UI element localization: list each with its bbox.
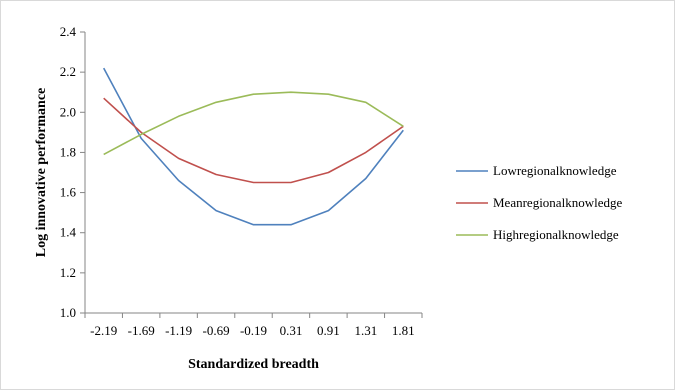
legend-label-meanregionalknowledge: Meanregionalknowledge [493, 195, 622, 210]
y-tick-label: 1.2 [60, 265, 76, 280]
x-axis-title: Standardized breadth [188, 357, 319, 372]
series-line-meanregionalknowledge [103, 97, 404, 184]
y-tick-label: 1.0 [60, 305, 76, 320]
axes [80, 31, 423, 318]
x-tick-label: 1.81 [392, 323, 415, 338]
series-lines [102, 67, 404, 226]
x-tick-label: 0.91 [317, 323, 340, 338]
x-tick-labels: -2.19 -1.69 -1.19 -0.69 -0.19 0.31 0.91 1.31 1.8… [90, 323, 414, 338]
x-tick-label: -1.19 [165, 323, 192, 338]
series-line-highregionalknowledge [103, 91, 404, 156]
y-tick-label: 1.8 [60, 144, 76, 159]
legend-label-highregionalknowledge: Highregionalknowledge [493, 227, 619, 242]
legend: Lowregionalknowledge Meanregionalknowledg… [456, 163, 622, 242]
y-tick-label: 1.6 [60, 185, 77, 200]
x-tick-label: -1.69 [128, 323, 155, 338]
legend-label-lowregionalknowledge: Lowregionalknowledge [493, 163, 617, 178]
y-tick-labels: 1.0 1.2 1.4 1.6 1.8 2.0 2.2 2.4 [60, 24, 77, 320]
x-tick-label: -0.19 [240, 323, 267, 338]
x-tick-label: -2.19 [90, 323, 117, 338]
y-tick-label: 2.4 [60, 24, 77, 39]
series-line-lowregionalknowledge [102, 67, 404, 226]
x-tick-label: 0.31 [280, 323, 303, 338]
x-tick-label: 1.31 [354, 323, 377, 338]
x-tick-label: -0.69 [203, 323, 230, 338]
y-tick-label: 2.0 [60, 104, 76, 119]
y-axis-title: Log innovative performance [34, 88, 49, 258]
y-tick-label: 2.2 [60, 64, 76, 79]
y-tick-label: 1.4 [60, 225, 77, 240]
